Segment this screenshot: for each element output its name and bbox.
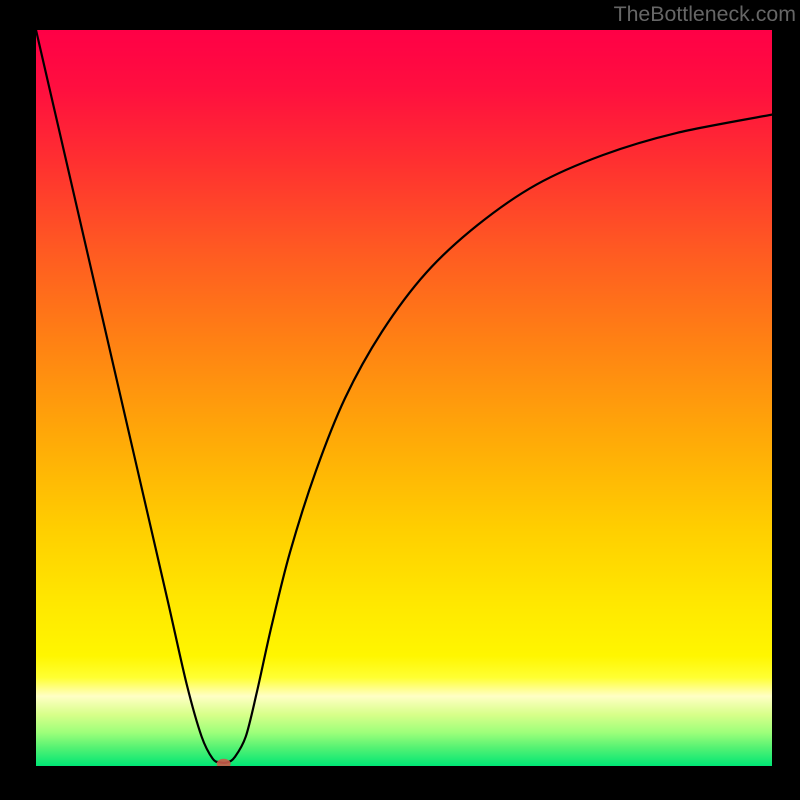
watermark-label: TheBottleneck.com xyxy=(614,2,796,27)
bottleneck-curve-layer xyxy=(36,30,772,766)
plot-area xyxy=(36,30,772,766)
figure-root: TheBottleneck.com xyxy=(0,0,800,800)
